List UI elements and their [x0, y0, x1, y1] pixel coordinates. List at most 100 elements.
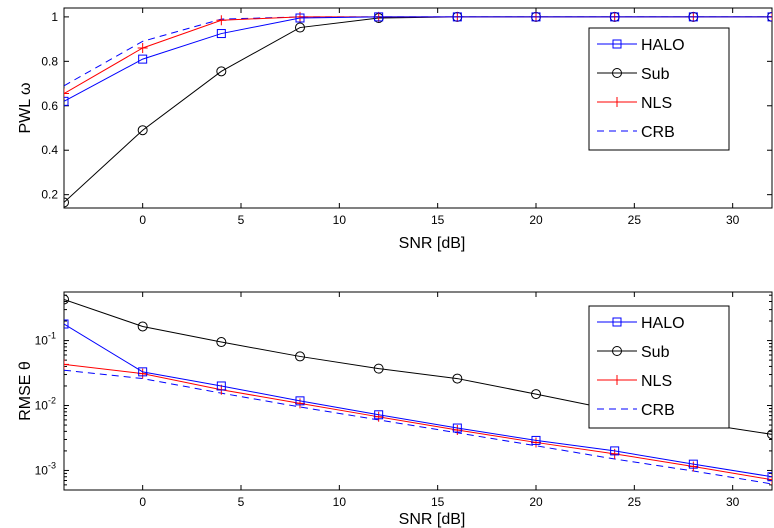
x-tick-label: 25 [628, 495, 642, 509]
x-tick-label: 0 [139, 495, 146, 509]
legend: HALO Sub NLS CRB [588, 305, 730, 429]
data-point-halo [295, 396, 305, 406]
y-tick-exponent: -2 [48, 396, 56, 406]
legend-marker-sub [612, 68, 622, 78]
data-point-halo [767, 472, 772, 482]
y-axis-label: RMSE θ [17, 361, 34, 421]
legend-label-halo: HALO [641, 315, 685, 332]
legend-label-crb: CRB [641, 124, 675, 141]
legend-box [588, 27, 730, 151]
legend-label-sub: Sub [641, 344, 670, 361]
data-point-halo [688, 459, 698, 469]
legend-label-crb: CRB [641, 402, 675, 419]
series-line-halo [64, 16, 772, 102]
legend-label-halo: HALO [641, 37, 685, 54]
x-tick-label: 5 [238, 495, 245, 509]
legend-label-nls: NLS [641, 373, 672, 390]
x-axis-label: SNR [dB] [399, 235, 466, 252]
y-tick-exponent: -3 [48, 460, 56, 470]
data-point-halo [452, 12, 462, 22]
data-point-sub [295, 22, 305, 33]
data-point-halo [767, 12, 772, 22]
data-point-halo [531, 12, 541, 22]
y-tick-label: 1 [51, 10, 58, 24]
y-tick-label: 0.2 [41, 188, 58, 202]
y-tick-label: 0.8 [41, 54, 58, 68]
y-axis-label: PWL ω [17, 82, 34, 133]
legend: HALO Sub NLS CRB [588, 27, 730, 151]
data-point-nls [373, 411, 384, 422]
legend-marker-halo [612, 39, 622, 49]
series-line-halo [64, 323, 772, 478]
legend-marker-halo [612, 317, 622, 327]
legend-label-sub: Sub [641, 66, 670, 83]
data-point-halo [610, 446, 620, 456]
data-point-nls [137, 43, 148, 53]
x-tick-label: 10 [333, 495, 347, 509]
x-tick-label: 15 [431, 495, 445, 509]
x-tick-label: 30 [726, 495, 740, 509]
data-point-halo [610, 12, 620, 22]
data-point-halo [64, 96, 69, 106]
data-point-halo [688, 12, 698, 22]
x-axis-label: SNR [dB] [399, 511, 466, 528]
legend-marker-nls [612, 97, 622, 107]
data-point-nls [137, 368, 148, 379]
y-tick-base: 10 [35, 399, 49, 413]
y-tick-base: 10 [35, 334, 49, 348]
x-tick-label: 30 [726, 213, 740, 227]
series-line-nls [64, 363, 772, 481]
data-point-nls [767, 474, 772, 485]
data-point-sub [216, 66, 227, 77]
legend-box [588, 305, 730, 429]
x-tick-label: 25 [628, 213, 642, 227]
x-tick-label: 15 [431, 213, 445, 227]
data-point-halo [452, 423, 462, 433]
series-nls [64, 359, 772, 485]
data-point-nls [531, 437, 541, 448]
data-point-halo [216, 29, 226, 39]
series-halo [64, 319, 772, 482]
legend-marker-sub [612, 346, 622, 356]
x-tick-label: 5 [238, 213, 245, 227]
data-point-nls [64, 359, 69, 370]
data-point-nls [295, 398, 305, 409]
data-point-sub [373, 363, 384, 374]
y-tick-exponent: -1 [48, 331, 56, 341]
y-tick-base: 10 [35, 463, 49, 477]
data-point-nls [688, 461, 699, 472]
x-tick-label: 0 [139, 213, 146, 227]
data-point-sub [137, 321, 148, 332]
data-point-halo [64, 319, 69, 329]
data-point-nls [452, 424, 463, 435]
data-point-halo [531, 435, 541, 445]
y-tick-label: 0.6 [41, 99, 58, 113]
x-tick-label: 20 [529, 495, 543, 509]
chart-pwl: 0 5 10 15 20 25 30 0.2 0.4 0.6 0.8 1 SNR [dB] PWL ω HA… [17, 7, 773, 252]
x-tick-label: 10 [333, 213, 347, 227]
legend-marker-nls [612, 375, 622, 385]
y-tick-label: 10-1 [35, 331, 56, 348]
data-point-sub [216, 337, 227, 348]
data-point-sub [767, 429, 772, 440]
y-tick-label: 10-2 [35, 396, 56, 413]
data-point-nls [216, 15, 227, 26]
data-point-halo [295, 13, 305, 23]
y-tick-label: 10-3 [35, 460, 56, 477]
data-point-nls [64, 88, 69, 99]
x-tick-label: 20 [529, 213, 543, 227]
data-point-halo [138, 54, 148, 64]
data-point-halo [374, 12, 384, 22]
series-halo [64, 12, 772, 106]
data-point-sub [295, 351, 305, 362]
data-point-halo [138, 367, 148, 377]
data-point-halo [374, 410, 384, 420]
y-tick-label: 0.4 [41, 143, 58, 157]
data-point-sub [452, 373, 463, 384]
data-point-sub [64, 294, 69, 305]
legend-label-nls: NLS [641, 95, 672, 112]
data-point-sub [64, 197, 69, 208]
data-point-halo [216, 381, 226, 391]
